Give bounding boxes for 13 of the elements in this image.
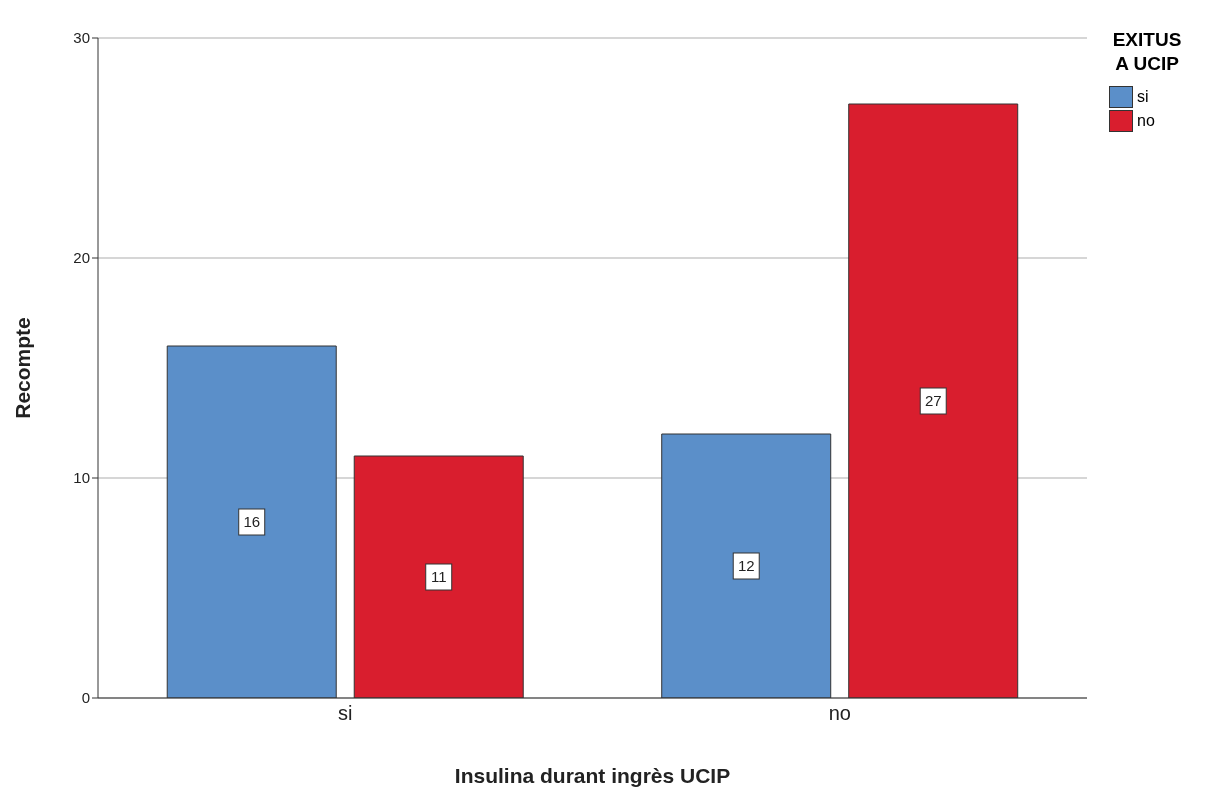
data-label: 27 bbox=[924, 392, 942, 409]
y-axis-title: Recompte bbox=[11, 317, 35, 419]
legend-label: si bbox=[1137, 88, 1149, 106]
legend-title: EXITUS A UCIP bbox=[1111, 28, 1183, 76]
data-label: 11 bbox=[430, 568, 447, 585]
y-tick-label: 0 bbox=[81, 689, 90, 707]
y-tick-label: 10 bbox=[73, 469, 90, 487]
data-label: 12 bbox=[737, 557, 755, 574]
y-tick-label: 30 bbox=[73, 29, 90, 47]
legend-label: no bbox=[1137, 112, 1155, 130]
y-tick-label: 20 bbox=[73, 249, 90, 267]
data-label: 16 bbox=[243, 513, 261, 530]
x-axis-title: Insulina durant ingrès UCIP bbox=[454, 764, 731, 787]
